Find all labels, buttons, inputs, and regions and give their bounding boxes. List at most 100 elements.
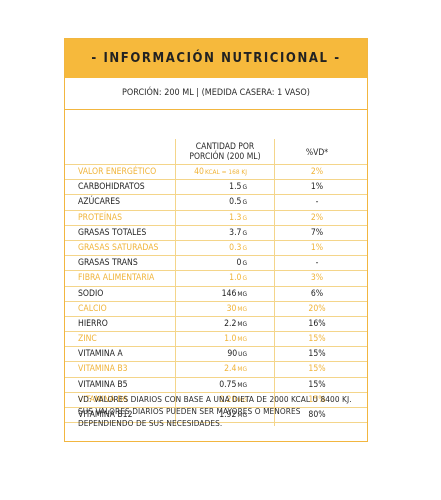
amount-unit: MG bbox=[237, 289, 247, 298]
amount-unit: G bbox=[242, 213, 247, 222]
amount-value: 1.0 bbox=[229, 273, 242, 284]
nutrient-name: VITAMINA B12 bbox=[78, 410, 133, 420]
nutrient-amount: 1.5G bbox=[179, 180, 247, 194]
table-row: ZINC 1.0MG 15% bbox=[65, 332, 367, 348]
amount-unit: G bbox=[242, 228, 247, 237]
nutrient-name: HIERRO bbox=[78, 318, 108, 329]
nutrient-name: VITAMINA A bbox=[78, 349, 123, 360]
nutrient-name: GRASAS SATURADAS bbox=[78, 242, 159, 253]
table-row: GRASAS SATURADAS 0.3G 1% bbox=[65, 241, 367, 257]
table-row: AZÚCARES 0.5G - bbox=[65, 195, 367, 211]
nutrient-name: PROTEÍNAS bbox=[78, 212, 122, 223]
amount-unit: MG bbox=[237, 411, 247, 419]
amount-value: 2.2 bbox=[224, 318, 237, 329]
nutrient-vd: 3% bbox=[310, 273, 324, 284]
footnote: VD: VALORES DIARIOS CON BASE A UNA DIETA… bbox=[78, 394, 352, 428]
table-row: PROTEÍNAS 1.3G 2% bbox=[65, 211, 367, 226]
amount-unit: MG bbox=[237, 335, 247, 344]
nutrient-amount: 1.3G bbox=[179, 211, 247, 225]
amount-value: 30 bbox=[226, 303, 237, 314]
nutrient-amount: 0.75MG bbox=[179, 378, 247, 392]
amount-value: 40 bbox=[194, 167, 204, 177]
amount-unit: G bbox=[242, 259, 247, 268]
table-row: GRASAS TOTALES 3.7G 7% bbox=[65, 226, 367, 241]
column-divider bbox=[274, 139, 275, 426]
nutrient-name: VITAMINA B5 bbox=[78, 379, 128, 390]
nutrient-amount: 3.7G bbox=[179, 226, 247, 240]
nutrient-amount: 0.3G bbox=[179, 241, 247, 255]
amount-unit: UG bbox=[238, 350, 247, 359]
nutrient-vd: 15% bbox=[308, 334, 326, 345]
nutrient-name: AZÚCARES bbox=[78, 197, 121, 208]
table-row: VITAMINA B12 1.92MG 80% bbox=[65, 408, 367, 424]
table-row: VITAMINA B6 0.20MG 15% bbox=[65, 393, 367, 408]
nutrient-amount: 1.92MG bbox=[179, 408, 247, 422]
nutrient-vd: 6% bbox=[310, 288, 324, 299]
nutrient-amount: 1.0G bbox=[179, 271, 247, 285]
nutrient-name: GRASAS TOTALES bbox=[78, 227, 147, 238]
amount-value: 0.75 bbox=[219, 379, 237, 390]
portion-info: PORCIÓN: 200 ML | (MEDIDA CASERA: 1 VASO… bbox=[122, 88, 310, 98]
nutrient-amount: 30MG bbox=[179, 302, 247, 316]
nutrient-name: CALCIO bbox=[78, 303, 107, 314]
nutrient-name: GRASAS TRANS bbox=[78, 258, 138, 269]
nutrient-vd: - bbox=[315, 258, 319, 269]
nutrient-amount: 2.4MG bbox=[179, 362, 247, 376]
table-row: CARBOHIDRATOS 1.5G 1% bbox=[65, 180, 367, 196]
nutrient-name: VITAMINA B3 bbox=[78, 364, 128, 375]
column-header-amount-line2: PORCIÓN (200 ML) bbox=[189, 152, 261, 162]
nutrient-vd: 20% bbox=[308, 303, 326, 314]
column-divider bbox=[175, 139, 176, 426]
amount-unit: MG bbox=[237, 380, 247, 389]
nutrient-amount: 0.5G bbox=[179, 195, 247, 209]
table-row: VITAMINA A 90UG 15% bbox=[65, 347, 367, 363]
nutrient-name: SODIO bbox=[78, 288, 104, 299]
amount-value: 0.3 bbox=[229, 242, 242, 253]
nutrient-vd: 2% bbox=[310, 167, 324, 177]
label-title: - INFORMACIÓN NUTRICIONAL - bbox=[65, 39, 367, 78]
amount-unit: MG bbox=[237, 365, 247, 374]
amount-value: 3.7 bbox=[229, 227, 242, 238]
nutrient-name: ZINC bbox=[78, 334, 97, 345]
amount-unit: G bbox=[242, 274, 247, 283]
column-header-amount: CANTIDAD POR PORCIÓN (200 ML) bbox=[179, 142, 271, 162]
nutrient-vd: 1% bbox=[310, 182, 324, 193]
nutrient-vd: 16% bbox=[308, 318, 326, 329]
amount-unit: MG bbox=[237, 319, 247, 328]
table-row: VALOR ENERGÉTICO 40KCAL = 168 KJ 2% bbox=[65, 165, 367, 181]
amount-unit: G bbox=[242, 198, 247, 207]
nutrient-name: FIBRA ALIMENTARIA bbox=[78, 273, 155, 284]
column-header-vd: %VD* bbox=[305, 148, 329, 158]
amount-value: 0.20 bbox=[219, 394, 237, 405]
amount-value: 1.0 bbox=[224, 334, 237, 345]
nutrient-vd: - bbox=[315, 197, 319, 208]
nutrient-vd: 2% bbox=[310, 212, 324, 223]
amount-value: 146 bbox=[221, 288, 237, 299]
amount-value: 1.92 bbox=[219, 410, 237, 420]
amount-value: 90 bbox=[227, 349, 238, 360]
nutrient-vd: 15% bbox=[308, 379, 326, 390]
amount-unit: G bbox=[242, 183, 247, 192]
nutrient-name: CARBOHIDRATOS bbox=[78, 182, 145, 193]
nutrient-vd: 15% bbox=[308, 349, 326, 360]
nutrient-amount: 90UG bbox=[179, 347, 247, 361]
nutrient-vd: 80% bbox=[308, 410, 326, 420]
table-row: HIERRO 2.2MG 16% bbox=[65, 317, 367, 333]
table-row: VITAMINA B5 0.75MG 15% bbox=[65, 378, 367, 393]
nutrient-amount: 1.0MG bbox=[179, 332, 247, 346]
divider bbox=[65, 109, 367, 110]
amount-value: 0 bbox=[236, 258, 242, 269]
nutrient-vd: 15% bbox=[308, 394, 326, 405]
amount-value: 0.5 bbox=[229, 197, 242, 208]
column-header-amount-line1: CANTIDAD POR bbox=[195, 142, 255, 152]
amount-value: 2.4 bbox=[224, 364, 237, 375]
table-row: FIBRA ALIMENTARIA 1.0G 3% bbox=[65, 271, 367, 287]
nutrient-name: VITAMINA B6 bbox=[78, 394, 128, 405]
table-row: GRASAS TRANS 0G - bbox=[65, 256, 367, 272]
amount-unit: G bbox=[242, 243, 247, 252]
nutrient-vd: 15% bbox=[308, 364, 326, 375]
nutrient-name: VALOR ENERGÉTICO bbox=[78, 167, 157, 177]
table-row: CALCIO 30MG 20% bbox=[65, 302, 367, 317]
table-row: SODIO 146MG 6% bbox=[65, 287, 367, 302]
nutrient-amount: 40KCAL = 168 KJ bbox=[179, 165, 247, 179]
